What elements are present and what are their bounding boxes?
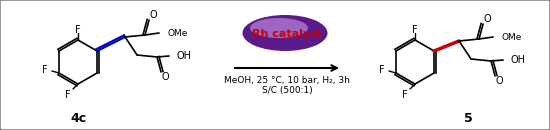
Text: 5: 5 xyxy=(464,112,472,125)
Ellipse shape xyxy=(250,18,308,38)
Text: OMe: OMe xyxy=(167,28,188,37)
Text: S/C (500:1): S/C (500:1) xyxy=(262,86,312,95)
Ellipse shape xyxy=(243,15,327,51)
Text: 4c: 4c xyxy=(70,112,86,125)
Text: Rh catalyst: Rh catalyst xyxy=(252,29,322,39)
Text: F: F xyxy=(402,90,408,100)
Text: MeOH, 25 °C, 10 bar, H₂, 3h: MeOH, 25 °C, 10 bar, H₂, 3h xyxy=(224,76,350,85)
Text: F: F xyxy=(42,65,48,75)
Text: O: O xyxy=(483,14,491,24)
Text: F: F xyxy=(75,25,81,35)
Text: F: F xyxy=(412,25,418,35)
Text: O: O xyxy=(495,76,503,86)
Text: OH: OH xyxy=(176,51,191,61)
Text: O: O xyxy=(149,10,157,20)
Text: F: F xyxy=(65,90,71,100)
Text: OH: OH xyxy=(510,55,525,65)
Text: OMe: OMe xyxy=(501,32,521,41)
Text: O: O xyxy=(161,72,169,82)
Text: F: F xyxy=(379,65,385,75)
